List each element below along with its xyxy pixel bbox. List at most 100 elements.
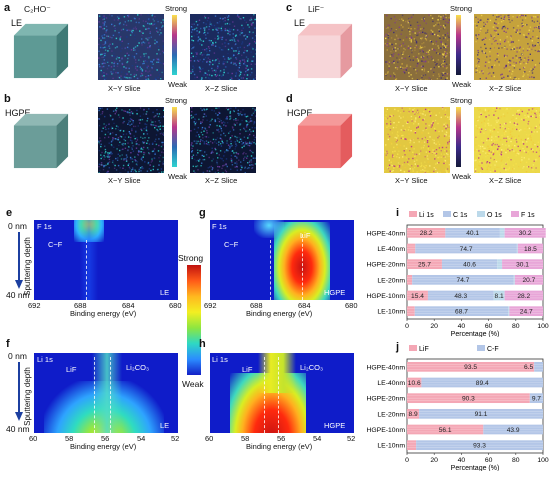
legend-label-i-0: Li 1s (419, 212, 434, 219)
xtick-label-j-2: 40 (458, 457, 466, 464)
bar-value-j-4-0: 56.1 (439, 427, 452, 434)
colorbar-a (172, 15, 177, 75)
bar-value-i-4-3: 28.2 (517, 293, 530, 300)
scale-weak-a: Weak (168, 80, 188, 89)
bar-segment-i-0-1 (445, 227, 500, 238)
xlabel-e: Binding energy (eV) (70, 309, 137, 318)
scale-strong-b: Strong (165, 96, 188, 105)
legend-swatch-i-0 (409, 211, 417, 217)
bar-value-i-2-0: 25.7 (418, 262, 431, 269)
element-label-e: F 1s (37, 222, 52, 231)
xtick-label-i-3: 60 (485, 323, 493, 330)
peak-label-g-lif: LiF (300, 231, 311, 240)
xtick-g-3: 680 (345, 301, 358, 310)
bar-value-i-0-1: 40.1 (466, 230, 479, 237)
xticks-f: 60 58 56 54 52 (29, 433, 179, 443)
xtick-g-2: 684 (298, 301, 311, 310)
category-label-i-3: LE-20nm (377, 277, 405, 284)
scale-strong-c: Strong (450, 4, 473, 13)
sample-label-e: LE (160, 288, 170, 297)
bar-segment-i-2-0 (407, 259, 442, 270)
plot-frame-j (406, 358, 544, 454)
category-label-j-2: HGPE-20nm (366, 396, 405, 403)
panel-label-f: f (6, 338, 10, 350)
bar-segment-i-5-1 (414, 306, 509, 317)
slice-b-xy (98, 107, 164, 173)
category-label-j-3: LE-20nm (377, 411, 405, 418)
legend-swatch-i-3 (511, 211, 519, 217)
depth-bottom-e: 40 nm (6, 290, 30, 300)
xtick-e-3: 680 (169, 301, 182, 310)
xtick-g-0: 692 (204, 301, 217, 310)
slice-b-xz (190, 107, 256, 173)
bar-segment-i-4-1 (427, 290, 494, 301)
peak-label-h-li2co3: Li₂CO₃ (300, 363, 324, 372)
xtick-f-1: 58 (65, 434, 74, 443)
legend-label-j-1: C-F (487, 346, 499, 353)
slice-label-a-xy: X−Y Slice (108, 84, 141, 93)
sample-label-f: LE (160, 421, 170, 430)
xtick-label-j-1: 20 (430, 457, 438, 464)
category-label-i-1: LE-40nm (377, 246, 405, 253)
stacked-bar-chart-j: LiF C-F HGPE-40nm 93.5 6.5 LE-40nm 10.6 89.4 HGP… (366, 345, 549, 471)
bar-segment-j-0-0 (407, 361, 535, 372)
colorbar-b (172, 107, 177, 167)
species-label-a: C₂HO⁻ (24, 4, 51, 14)
slice-c-xy (384, 14, 450, 80)
xlabel-g: Binding energy (eV) (246, 309, 313, 318)
bar-value-j-1-0: 10.6 (408, 380, 421, 387)
bar-segment-i-3-1 (412, 274, 514, 285)
scale-weak-c: Weak (452, 80, 472, 89)
bar-value-j-1-1: 89.4 (476, 380, 489, 387)
bar-value-j-3-0: 8.9 (408, 411, 417, 418)
slice-label-c-xy: X−Y Slice (395, 84, 428, 93)
xticks-g: 692 688 684 680 (204, 300, 358, 310)
depth-arrow-f (15, 362, 23, 421)
bar-segment-i-3-3 (514, 274, 543, 285)
panel-label-b: b (4, 93, 11, 105)
heatmap-h (210, 353, 354, 433)
bar-segment-i-3-2 (513, 274, 515, 285)
xtick-e-0: 692 (28, 301, 41, 310)
bar-segment-j-4-1 (483, 424, 543, 435)
category-label-j-5: LE-10nm (377, 443, 405, 450)
stacked-bar-chart-i: Li 1sC 1sO 1sF 1sHGPE-40nm28.240.13.530.… (366, 211, 549, 337)
bar-value-i-5-3: 24.7 (520, 309, 533, 316)
bar-value-i-0-3: 30.2 (519, 230, 532, 237)
panel-label-d: d (286, 93, 293, 105)
bar-segment-i-1-3 (517, 243, 543, 254)
bar-segment-j-1-0 (407, 377, 422, 388)
species-label-c: LiF⁻ (308, 4, 325, 14)
bar-segment-i-5-2 (508, 306, 510, 317)
bar-segment-j-4-0 (407, 424, 484, 435)
depth-top-e: 0 nm (8, 221, 27, 231)
xtick-label-j-5: 100 (537, 457, 549, 464)
sample-label-c: LE (294, 18, 306, 28)
slice-label-c-xz: X−Z Slice (489, 84, 522, 93)
cube-a (13, 23, 69, 79)
heatmap-g (210, 220, 354, 300)
xtick-label-i-4: 80 (512, 323, 520, 330)
colorbar-d (456, 107, 461, 167)
xtick-label-i-5: 100 (537, 323, 549, 330)
xtick-h-4: 52 (347, 434, 356, 443)
bar-value-i-2-3: 30.1 (516, 262, 529, 269)
peak-label-f-li2co3: Li₂CO₃ (126, 363, 150, 372)
xtick-f-2: 56 (101, 434, 110, 443)
bar-segment-i-0-3 (504, 227, 546, 238)
bar-segment-i-5-0 (407, 306, 415, 317)
depth-axis-label-ef: Sputtering depth (22, 237, 32, 296)
scale-strong-d: Strong (450, 96, 473, 105)
panel-label-e: e (6, 207, 13, 219)
category-label-i-4: HGPE-10nm (366, 293, 405, 300)
xtick-e-2: 684 (122, 301, 135, 310)
bar-segment-i-1-0 (407, 243, 416, 254)
bar-value-j-3-1: 91.1 (475, 411, 488, 418)
slice-a-xy (98, 14, 164, 80)
cube-c (297, 23, 353, 79)
panel-label-g: g (199, 207, 206, 219)
slice-label-b-xz: X−Z Slice (205, 176, 238, 185)
bar-segment-j-2-0 (407, 393, 530, 404)
colorbar-label-strong: Strong (178, 253, 204, 263)
bar-segment-i-4-2 (493, 290, 505, 301)
